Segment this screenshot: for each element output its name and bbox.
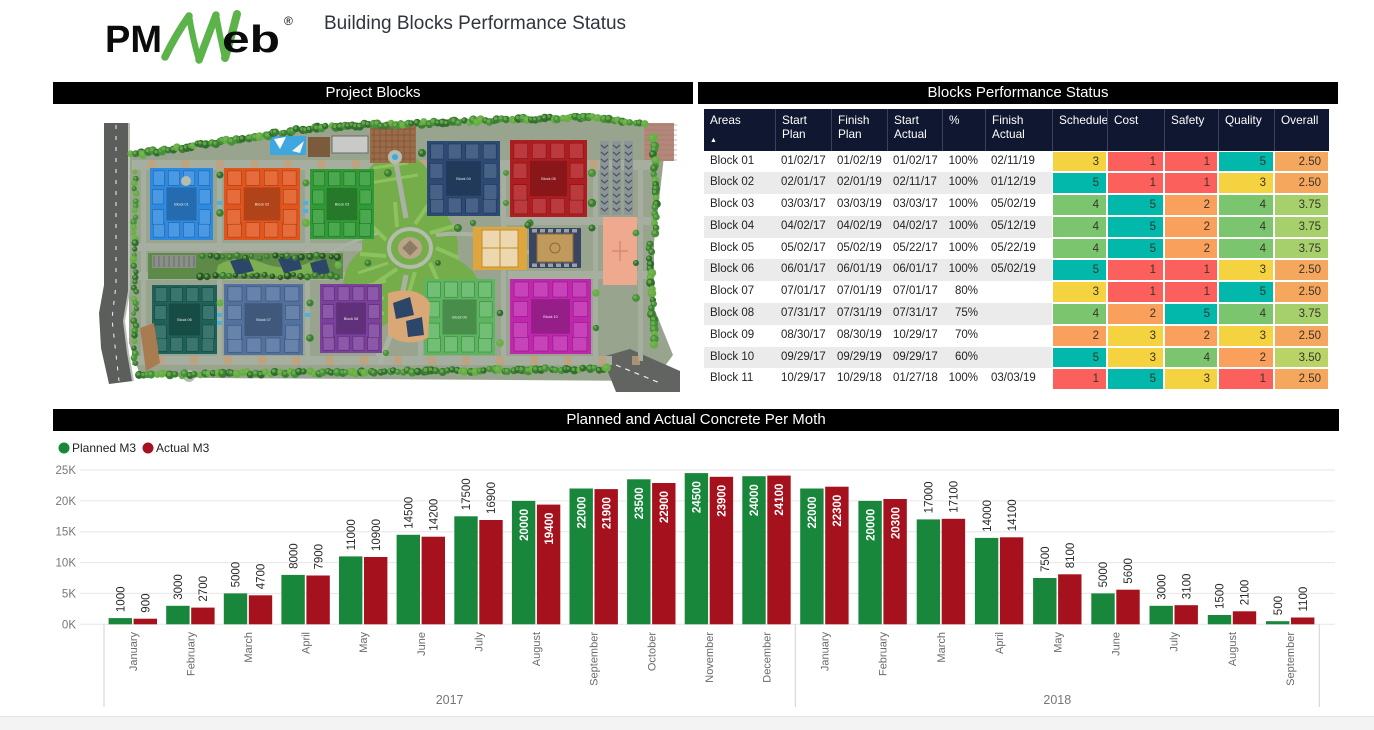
svg-text:2018: 2018	[1043, 693, 1071, 707]
svg-text:5K: 5K	[62, 588, 76, 600]
svg-text:2700: 2700	[198, 576, 210, 602]
svg-text:19400: 19400	[544, 513, 556, 545]
svg-text:March: March	[243, 632, 255, 663]
svg-text:July: July	[474, 632, 486, 652]
svg-text:24100: 24100	[774, 484, 786, 516]
svg-text:June: June	[1111, 632, 1123, 656]
svg-text:7500: 7500	[1040, 546, 1052, 572]
svg-text:500: 500	[1273, 596, 1285, 615]
svg-text:January: January	[819, 632, 831, 672]
svg-text:21900: 21900	[601, 497, 613, 529]
svg-text:14100: 14100	[1007, 499, 1019, 531]
svg-text:0K: 0K	[62, 619, 76, 631]
svg-text:10K: 10K	[56, 558, 77, 570]
svg-text:8000: 8000	[288, 543, 300, 569]
svg-text:3000: 3000	[173, 574, 185, 600]
svg-text:Block 04: Block 04	[456, 177, 471, 181]
svg-text:14000: 14000	[982, 500, 994, 532]
svg-text:3000: 3000	[1156, 574, 1168, 600]
svg-text:23900: 23900	[717, 485, 729, 517]
svg-text:Block 10: Block 10	[543, 315, 558, 319]
svg-text:2100: 2100	[1240, 580, 1252, 606]
svg-text:August: August	[531, 632, 543, 666]
svg-text:4700: 4700	[256, 564, 268, 590]
svg-text:®: ®	[284, 14, 293, 28]
svg-text:October: October	[646, 632, 658, 671]
svg-text:10900: 10900	[371, 519, 383, 551]
svg-text:1100: 1100	[1298, 587, 1310, 612]
svg-text:7900: 7900	[313, 544, 325, 570]
svg-text:March: March	[936, 632, 948, 663]
svg-text:Block 01: Block 01	[174, 203, 189, 207]
svg-text:25K: 25K	[56, 465, 77, 477]
svg-text:22900: 22900	[659, 491, 671, 523]
svg-text:Block 06: Block 06	[177, 318, 192, 322]
svg-text:eb: eb	[222, 19, 280, 61]
svg-text:April: April	[994, 632, 1006, 654]
svg-text:Planned M3: Planned M3	[72, 441, 136, 455]
svg-text:PM: PM	[105, 19, 162, 61]
svg-text:May: May	[1052, 632, 1064, 653]
svg-text:Block 03: Block 03	[335, 203, 350, 207]
svg-text:5000: 5000	[1098, 562, 1110, 588]
svg-text:900: 900	[141, 594, 153, 613]
svg-text:22300: 22300	[832, 495, 844, 527]
svg-text:20K: 20K	[56, 496, 77, 508]
svg-text:20300: 20300	[890, 507, 902, 539]
svg-text:September: September	[589, 632, 601, 686]
svg-text:August: August	[1227, 632, 1239, 666]
svg-text:Block 07: Block 07	[256, 318, 271, 322]
svg-text:23500: 23500	[634, 487, 646, 519]
svg-text:24500: 24500	[692, 481, 704, 513]
svg-text:15K: 15K	[56, 527, 77, 539]
svg-text:Actual M3: Actual M3	[156, 441, 210, 455]
svg-text:11000: 11000	[346, 519, 358, 550]
svg-text:Block 08: Block 08	[344, 317, 359, 321]
svg-text:22000: 22000	[807, 497, 819, 529]
svg-text:September: September	[1285, 632, 1297, 686]
svg-text:December: December	[762, 632, 774, 683]
svg-text:5600: 5600	[1123, 558, 1135, 584]
svg-text:17000: 17000	[924, 481, 936, 513]
svg-text:17100: 17100	[949, 481, 961, 513]
svg-text:2017: 2017	[436, 693, 464, 707]
svg-text:20000: 20000	[519, 509, 531, 541]
svg-text:17500: 17500	[461, 478, 473, 510]
svg-text:May: May	[358, 632, 370, 653]
svg-text:16900: 16900	[486, 482, 498, 514]
svg-text:November: November	[704, 632, 716, 683]
svg-text:3100: 3100	[1181, 574, 1193, 600]
svg-text:1500: 1500	[1215, 583, 1227, 609]
svg-text:February: February	[878, 632, 890, 677]
svg-text:24000: 24000	[749, 484, 761, 516]
svg-text:June: June	[416, 632, 428, 656]
svg-text:Block 02: Block 02	[255, 203, 270, 207]
svg-text:14200: 14200	[429, 499, 441, 531]
svg-text:February: February	[185, 632, 197, 677]
svg-text:22000: 22000	[576, 497, 588, 529]
svg-text:8100: 8100	[1065, 543, 1077, 569]
svg-text:Block 09: Block 09	[452, 316, 467, 320]
svg-text:April: April	[301, 632, 313, 654]
svg-text:14500: 14500	[404, 497, 416, 529]
svg-text:1000: 1000	[116, 587, 128, 613]
svg-text:January: January	[128, 632, 140, 672]
svg-text:Block 05: Block 05	[541, 177, 556, 181]
svg-text:20000: 20000	[865, 509, 877, 541]
svg-text:July: July	[1169, 632, 1181, 652]
svg-text:5000: 5000	[231, 562, 243, 588]
